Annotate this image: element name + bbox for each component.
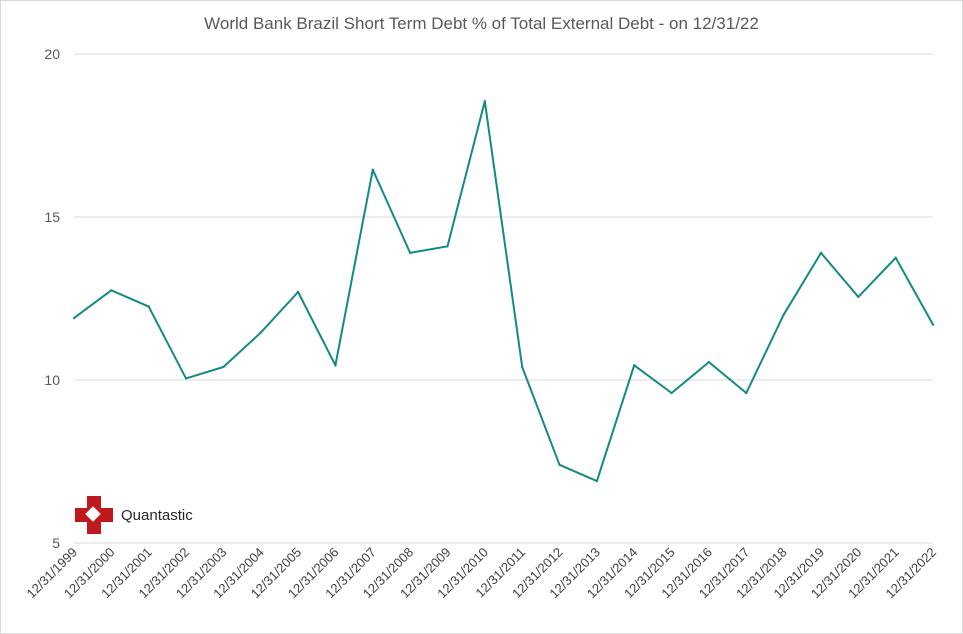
y-tick-labels: 5 10 15 20: [44, 46, 60, 551]
data-point: [931, 323, 935, 326]
data-point: [110, 289, 113, 292]
data-point: [408, 251, 412, 255]
data-point: [707, 360, 711, 364]
series-line: [73, 100, 934, 483]
data-point: [670, 391, 673, 395]
data-point: [633, 364, 636, 367]
data-point: [371, 168, 374, 171]
data-point: [446, 245, 449, 248]
data-point: [558, 463, 561, 466]
data-point: [296, 290, 300, 294]
data-point: [745, 391, 748, 395]
data-point: [520, 365, 524, 369]
data-point: [857, 295, 860, 299]
y-tick-label: 5: [52, 535, 60, 551]
data-point: [72, 316, 76, 320]
x-tick-labels: 12/31/199912/31/200012/31/200112/31/2002…: [23, 545, 939, 602]
chart-title: World Bank Brazil Short Term Debt % of T…: [204, 14, 759, 33]
logo-text: Quantastic: [121, 507, 193, 524]
data-point: [147, 305, 150, 308]
y-tick-label: 20: [44, 46, 60, 62]
grid-lines: [74, 53, 933, 544]
y-tick-label: 15: [44, 209, 60, 225]
data-point: [334, 364, 337, 367]
data-point: [894, 256, 897, 259]
data-point: [819, 251, 823, 255]
logo-cross-icon: [75, 496, 113, 534]
data-point: [483, 100, 487, 103]
data-point: [595, 479, 599, 483]
y-tick-label: 10: [44, 372, 60, 388]
data-point: [184, 377, 188, 380]
data-point: [782, 313, 785, 316]
data-point: [222, 365, 225, 369]
data-point: [259, 331, 262, 334]
quantastic-logo: Quantastic: [75, 496, 193, 534]
series-layer: [72, 100, 935, 483]
